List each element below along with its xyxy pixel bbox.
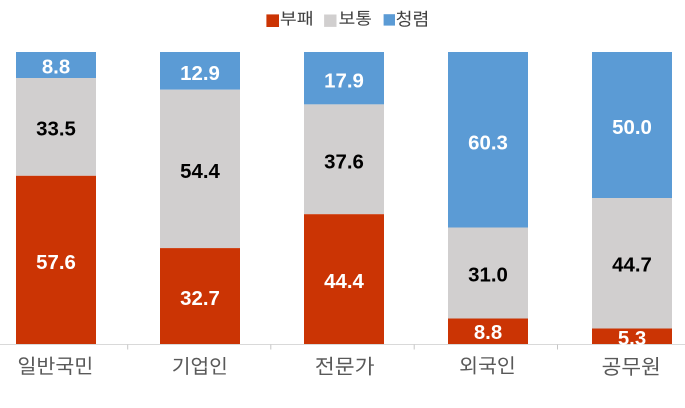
svg-text:37.6: 37.6 (324, 151, 364, 173)
svg-text:12.9: 12.9 (180, 63, 220, 85)
svg-text:50.0: 50.0 (612, 117, 652, 139)
svg-text:5.3: 5.3 (618, 328, 646, 350)
svg-text:60.3: 60.3 (468, 132, 508, 154)
svg-text:8.8: 8.8 (474, 322, 502, 344)
svg-text:17.9: 17.9 (324, 70, 364, 92)
svg-text:8.8: 8.8 (42, 57, 70, 79)
svg-text:33.5: 33.5 (36, 119, 76, 141)
svg-text:44.4: 44.4 (324, 271, 364, 293)
svg-text:57.6: 57.6 (36, 252, 76, 274)
svg-text:54.4: 54.4 (180, 161, 220, 183)
svg-text:32.7: 32.7 (180, 288, 220, 310)
svg-text:31.0: 31.0 (468, 265, 508, 287)
svg-text:44.7: 44.7 (612, 255, 652, 277)
